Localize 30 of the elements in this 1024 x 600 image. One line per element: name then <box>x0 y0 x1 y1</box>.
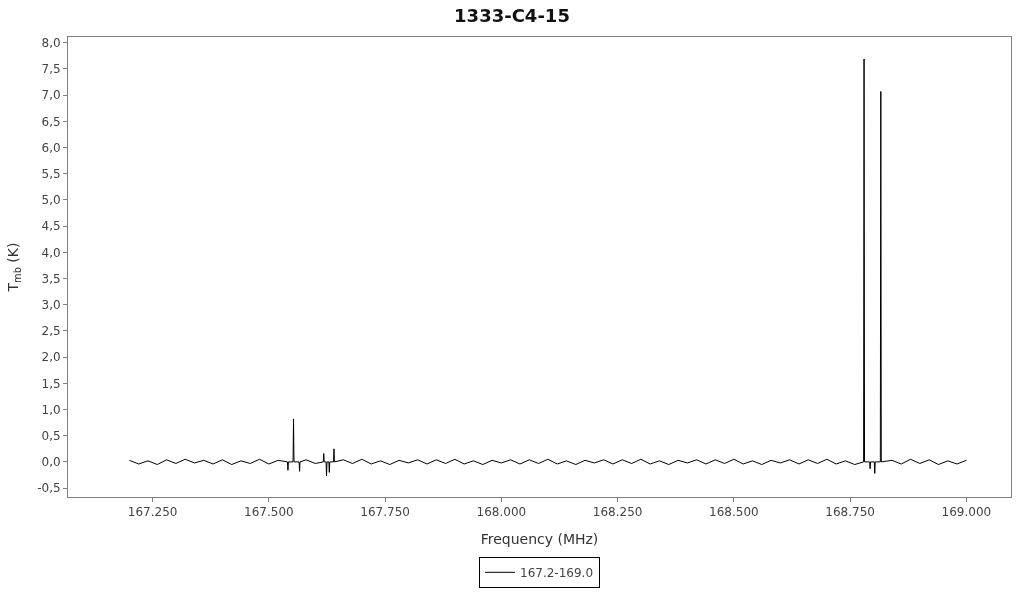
y-tick-label: 6,0 <box>41 140 61 155</box>
y-tick-label: 6,5 <box>41 114 61 129</box>
x-tick-label: 167.750 <box>360 505 410 520</box>
line-series <box>128 58 967 477</box>
chart-title: 1333-C4-15 <box>454 4 570 26</box>
legend-label: 167.2-169.0 <box>520 565 594 580</box>
y-tick-label: 1,0 <box>41 402 61 417</box>
x-tick-label: 168.500 <box>709 505 759 520</box>
x-tick-label: 168.000 <box>476 505 527 520</box>
y-tick-label: 4,0 <box>41 245 61 260</box>
y-tick-label: 0,0 <box>41 455 61 470</box>
y-tick-label: -0,5 <box>37 481 61 496</box>
y-tick-label: 7,5 <box>41 62 61 77</box>
y-tick-label: 3,5 <box>41 271 61 286</box>
x-axis-title: Frequency (MHz) <box>480 530 599 547</box>
y-tick-label: 5,5 <box>41 166 61 181</box>
y-tick-label: 0,5 <box>41 428 61 443</box>
y-tick-label: 2,0 <box>41 350 61 365</box>
y-tick-label: 4,5 <box>41 219 61 234</box>
y-tick-label: 8,0 <box>41 35 61 50</box>
y-tick-label: 2,5 <box>41 324 61 339</box>
y-tick-label: 3,0 <box>41 297 61 312</box>
y-tick-label: 5,0 <box>41 193 61 208</box>
x-tick-label: 168.250 <box>592 505 643 520</box>
x-tick-label: 167.250 <box>127 505 178 520</box>
y-tick-label: 1,5 <box>41 376 61 391</box>
x-tick-label: 168.750 <box>825 505 875 520</box>
x-tick-label: 169.000 <box>941 505 992 520</box>
x-tick-label: 167.500 <box>244 505 294 520</box>
y-tick-label: 7,0 <box>41 88 61 103</box>
